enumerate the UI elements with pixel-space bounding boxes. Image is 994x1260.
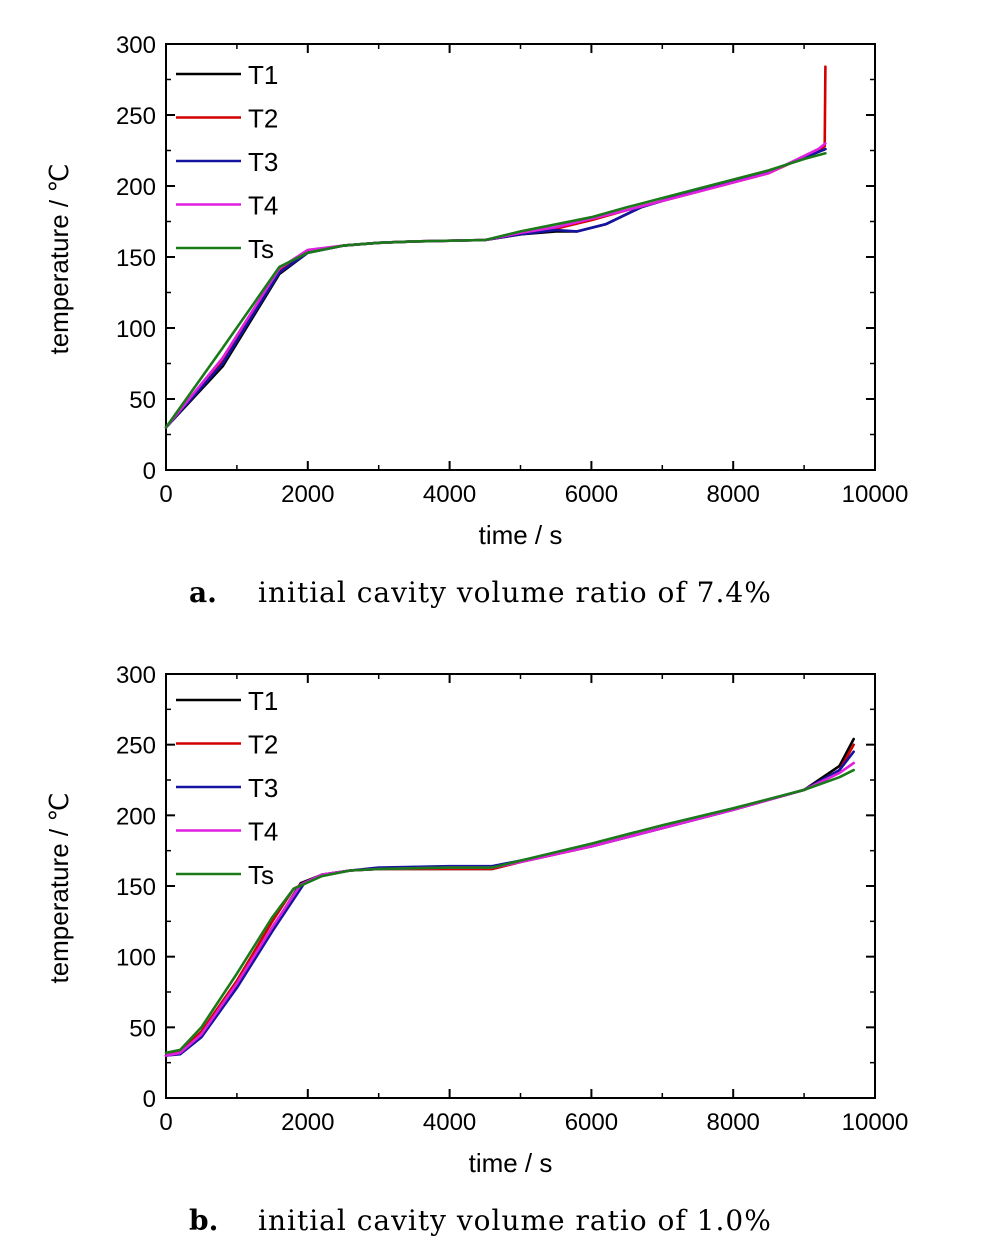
series-line-t3 bbox=[164, 147, 827, 429]
x-tick-label: 8000 bbox=[707, 1109, 760, 1136]
x-tick-label: 2000 bbox=[281, 481, 334, 508]
legend-label-t3: T3 bbox=[248, 773, 278, 803]
x-tick-label: 2000 bbox=[281, 1109, 334, 1136]
x-tick-label: 6000 bbox=[565, 1109, 618, 1136]
y-tick-label: 150 bbox=[116, 245, 156, 272]
y-tick-label: 50 bbox=[129, 387, 156, 414]
series-line-t4 bbox=[164, 761, 855, 1057]
y-tick-label: 50 bbox=[129, 1015, 156, 1042]
caption-letter: b. bbox=[189, 1204, 218, 1237]
legend-label-ts: Ts bbox=[248, 234, 274, 264]
x-tick-label: 4000 bbox=[423, 1109, 476, 1136]
x-tick-label: 6000 bbox=[565, 481, 618, 508]
legend-label-t4: T4 bbox=[248, 817, 278, 847]
legend-label-t1: T1 bbox=[248, 60, 278, 90]
x-tick-label: 10000 bbox=[842, 1109, 909, 1136]
y-tick-label: 100 bbox=[116, 316, 156, 343]
x-tick-label: 10000 bbox=[842, 481, 909, 508]
x-tick-label: 4000 bbox=[423, 481, 476, 508]
y-tick-label: 200 bbox=[116, 803, 156, 830]
chart-a: 0 2000 4000 6000 8000 10000 0 50 100 150 200 250 300… bbox=[44, 32, 908, 609]
series-line-ts bbox=[164, 768, 855, 1055]
legend-label-t1: T1 bbox=[248, 686, 278, 716]
legend-label-ts: Ts bbox=[248, 860, 274, 890]
caption-text: initial cavity volume ratio of 1.0% bbox=[258, 1204, 772, 1237]
caption-text: initial cavity volume ratio of 7.4% bbox=[258, 576, 772, 609]
x-tick-label: 0 bbox=[159, 481, 172, 508]
legend-label-t4: T4 bbox=[248, 191, 278, 221]
y-axis-title: temperature / ℃ bbox=[44, 792, 74, 983]
y-tick-label: 150 bbox=[116, 874, 156, 901]
y-tick-label: 0 bbox=[143, 1086, 156, 1113]
y-axis-title: temperature / ℃ bbox=[44, 163, 74, 354]
chart-b: 0 2000 4000 6000 8000 10000 0 50 100 150 200 250 300… bbox=[44, 662, 908, 1237]
legend-label-t2: T2 bbox=[248, 104, 278, 134]
y-tick-label: 100 bbox=[116, 945, 156, 972]
y-tick-label: 300 bbox=[116, 662, 156, 689]
y-tick-label: 0 bbox=[143, 458, 156, 485]
y-tick-label: 250 bbox=[116, 733, 156, 760]
legend-label-t2: T2 bbox=[248, 730, 278, 760]
legend-label-t3: T3 bbox=[248, 147, 278, 177]
x-axis-title: time / s bbox=[479, 520, 563, 550]
x-tick-label: 8000 bbox=[707, 481, 760, 508]
x-tick-label: 0 bbox=[159, 1109, 172, 1136]
caption-letter: a. bbox=[189, 576, 217, 609]
y-tick-label: 250 bbox=[116, 103, 156, 130]
series-line-ts bbox=[164, 152, 827, 429]
x-axis-title: time / s bbox=[469, 1148, 553, 1178]
y-tick-label: 300 bbox=[116, 32, 156, 59]
y-tick-label: 200 bbox=[116, 174, 156, 201]
